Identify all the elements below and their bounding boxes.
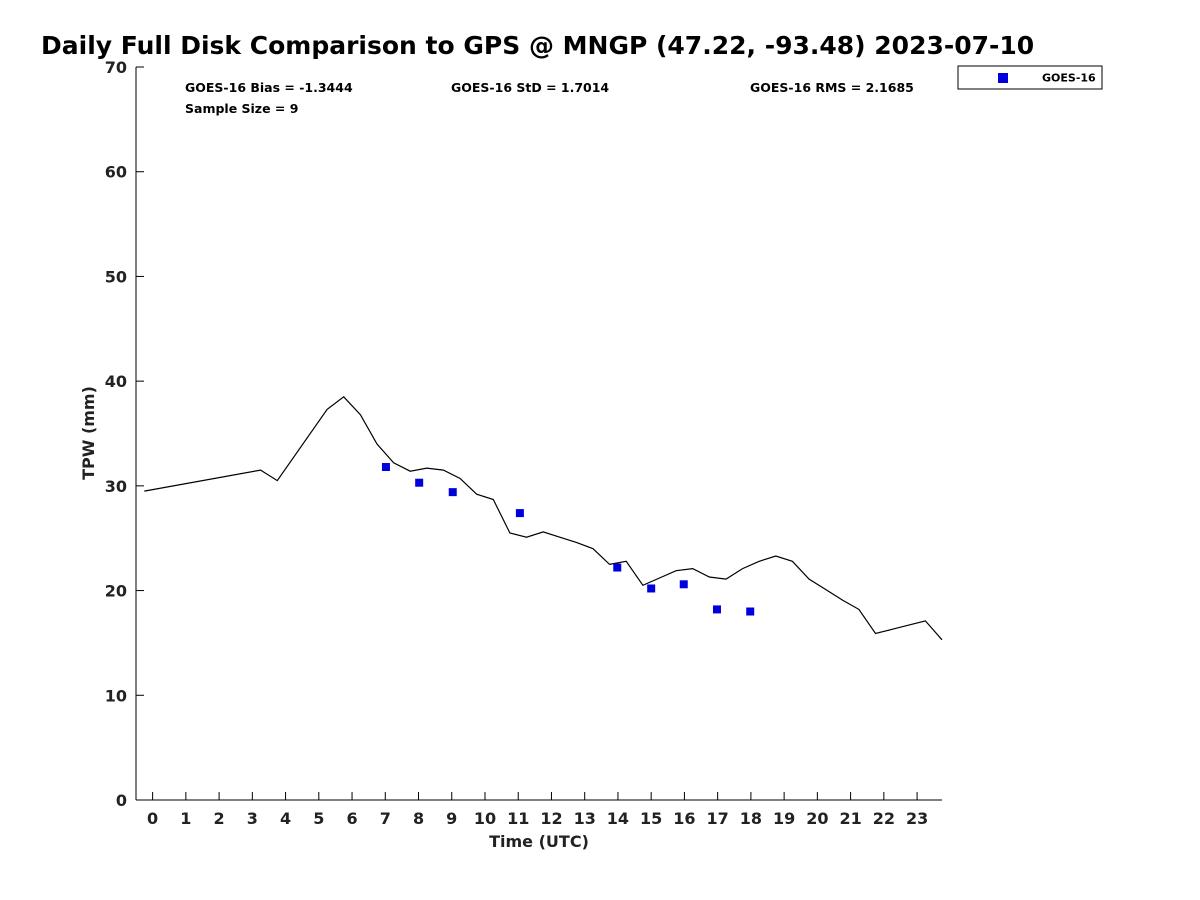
x-tick-label: 12 bbox=[540, 809, 562, 828]
goes16-point bbox=[679, 580, 688, 589]
y-ticks: 0 10 20 30 40 50 60 70 bbox=[105, 58, 144, 810]
x-tick-label: 6 bbox=[346, 809, 357, 828]
x-tick-label: 10 bbox=[474, 809, 496, 828]
y-tick-label: 20 bbox=[105, 582, 127, 601]
x-tick-label: 16 bbox=[673, 809, 695, 828]
x-tick-label: 8 bbox=[413, 809, 424, 828]
x-tick-label: 0 bbox=[147, 809, 158, 828]
goes16-point bbox=[448, 488, 457, 497]
x-tick-label: 14 bbox=[607, 809, 629, 828]
goes16-point bbox=[381, 463, 390, 472]
x-tick-label: 22 bbox=[873, 809, 895, 828]
y-tick-label: 10 bbox=[105, 686, 127, 705]
goes16-marker-layer bbox=[381, 463, 755, 616]
y-tick-label: 0 bbox=[116, 791, 127, 810]
y-tick-label: 30 bbox=[105, 477, 127, 496]
x-tick-label: 3 bbox=[247, 809, 258, 828]
bias-stat: GOES-16 Bias = -1.3444 bbox=[185, 80, 353, 95]
sample-size-stat: Sample Size = 9 bbox=[185, 101, 298, 116]
y-axis-label: TPW (mm) bbox=[79, 386, 98, 480]
y-tick-label: 70 bbox=[105, 58, 127, 77]
x-tick-label: 13 bbox=[574, 809, 596, 828]
goes16-point bbox=[647, 584, 656, 593]
x-tick-label: 19 bbox=[773, 809, 795, 828]
x-tick-label: 17 bbox=[707, 809, 729, 828]
x-tick-label: 20 bbox=[806, 809, 828, 828]
x-tick-label: 18 bbox=[740, 809, 762, 828]
x-tick-label: 4 bbox=[280, 809, 291, 828]
x-tick-label: 7 bbox=[380, 809, 391, 828]
x-tick-label: 23 bbox=[906, 809, 928, 828]
legend-label-goes16: GOES-16 bbox=[1042, 72, 1096, 85]
legend-box bbox=[957, 65, 1103, 90]
x-tick-label: 9 bbox=[446, 809, 457, 828]
goes16-point bbox=[515, 509, 524, 518]
x-tick-label: 2 bbox=[214, 809, 225, 828]
y-tick-label: 50 bbox=[105, 267, 127, 286]
legend-square-marker-icon bbox=[998, 73, 1008, 83]
goes16-point bbox=[712, 605, 721, 614]
rms-stat: GOES-16 RMS = 2.1685 bbox=[750, 80, 914, 95]
std-stat: GOES-16 StD = 1.7014 bbox=[451, 80, 609, 95]
goes16-point bbox=[613, 563, 622, 572]
chart-title: Daily Full Disk Comparison to GPS @ MNGP… bbox=[41, 31, 1034, 60]
y-tick-label: 60 bbox=[105, 163, 127, 182]
x-tick-label: 21 bbox=[839, 809, 861, 828]
gps-tpw-line bbox=[144, 395, 943, 641]
goes16-point bbox=[415, 478, 424, 487]
goes16-point bbox=[746, 607, 755, 616]
x-tick-label: 11 bbox=[507, 809, 529, 828]
x-axis-label: Time (UTC) bbox=[489, 832, 589, 851]
x-tick-label: 1 bbox=[180, 809, 191, 828]
x-tick-label: 15 bbox=[640, 809, 662, 828]
gps-line-layer bbox=[144, 395, 943, 641]
x-tick-label: 5 bbox=[313, 809, 324, 828]
plot-axes bbox=[135, 67, 942, 801]
y-tick-label: 40 bbox=[105, 372, 127, 391]
x-ticks: 0 1 2 3 4 5 6 7 8 9 10 11 12 13 14 15 16 17 18 19 20 21 22 23 bbox=[147, 792, 928, 828]
legend: GOES-16 bbox=[957, 65, 1103, 90]
